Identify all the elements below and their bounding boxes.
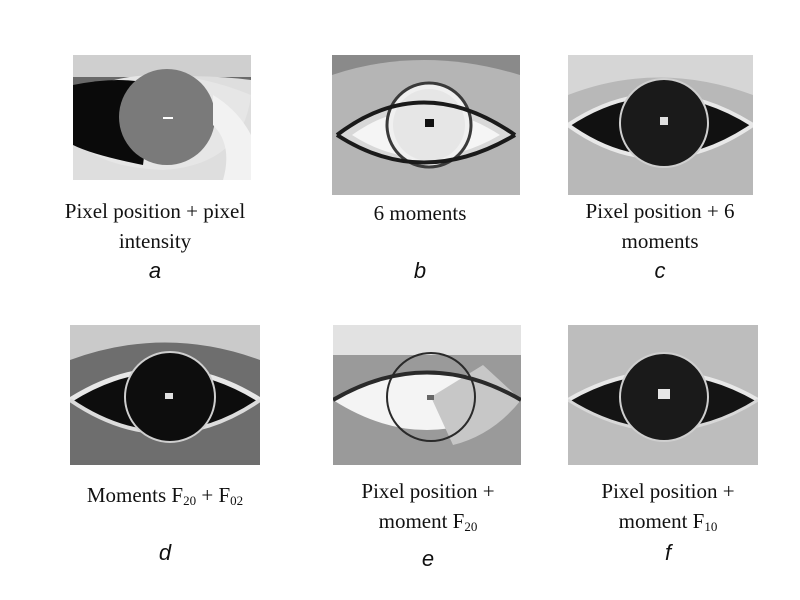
panel-letter-b: b [413,258,427,283]
eye-image-f [568,325,758,465]
panel-d: Moments F20 + F02 d [65,320,265,580]
eye-image-b [332,55,520,195]
eye-image-e [333,325,521,465]
panel-letter-a: a [148,258,162,283]
caption-b: 6 moments [373,201,467,225]
caption-f: Pixel position + moment F10 [601,479,735,534]
panel-c: Pixel position + 6 moments c [560,50,760,290]
caption-c: Pixel position + 6 moments [585,199,735,253]
eye-image-d [70,325,260,465]
eye-image-a [73,55,251,180]
panel-e: Pixel position + moment F20 e [328,320,528,580]
caption-d: Moments F20 + F02 [86,483,244,508]
eye-image-c [568,55,753,195]
panel-letter-f: f [664,540,672,565]
caption-e: Pixel position + moment F20 [361,479,495,534]
panel-letter-d: d [158,540,172,565]
panel-f: Pixel position + moment F10 f [568,320,768,580]
panel-a: Pixel position + pixel intensity a [55,50,255,290]
caption-a: Pixel position + pixel intensity [64,199,246,253]
panel-b: 6 moments b [320,50,520,290]
panel-letter-c: c [654,258,666,283]
panel-letter-e: e [421,546,435,571]
